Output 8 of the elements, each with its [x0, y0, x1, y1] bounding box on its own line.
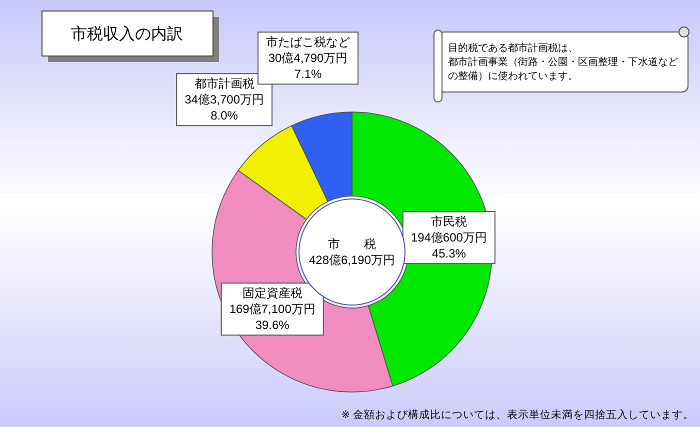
data-label: 34億3,700万円 8.0% — [184, 92, 264, 123]
slice-label: 都市計画税 — [194, 76, 254, 91]
footnote: ※ 金額および構成比については、表示単位未満を四捨五入しています。 — [341, 409, 694, 421]
slice-label: 市民税 — [430, 214, 467, 229]
data-label: 194億600万円 45.3% — [410, 230, 487, 261]
title: 市税収入の内訳 — [42, 10, 219, 62]
slice-label: 市たばこ税など — [266, 35, 350, 50]
chart-title: 市税収入の内訳 — [71, 25, 183, 43]
